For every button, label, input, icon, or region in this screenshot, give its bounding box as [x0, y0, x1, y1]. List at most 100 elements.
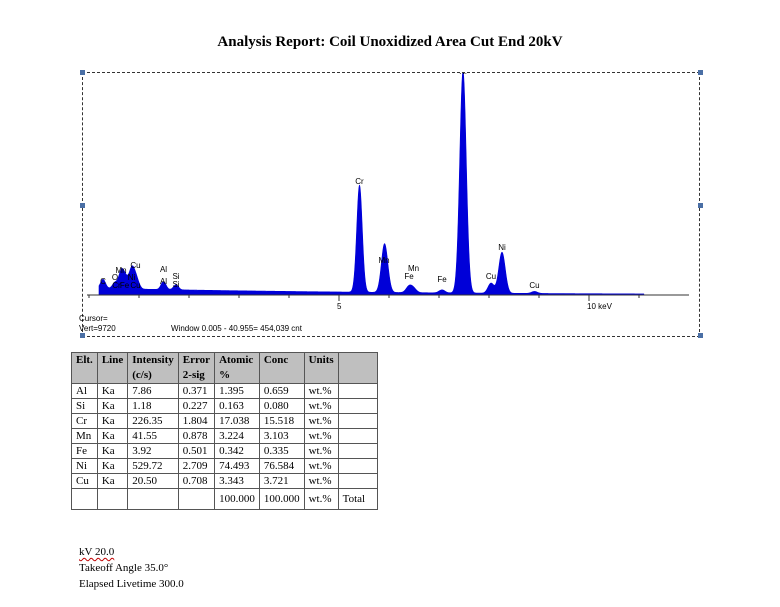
table-cell: 0.659 [258, 383, 305, 399]
table-cell: 226.35 [127, 413, 179, 429]
footer-kv: kV 20.0 [79, 546, 114, 558]
table-total-cell [71, 488, 98, 510]
table-cell [337, 383, 378, 399]
peak-label: Fe [404, 272, 414, 281]
table-total-cell: 100.000 [214, 488, 260, 510]
table-cell: 0.080 [258, 398, 305, 414]
peak-label: Cr [112, 281, 121, 290]
peak-label: Ni [459, 73, 467, 76]
resize-handle-middle-right[interactable] [698, 203, 703, 208]
peak-label: Mn [115, 266, 126, 275]
table-cell: Ka [96, 413, 129, 429]
table-cell: Ka [96, 473, 129, 489]
peak-label: Fe [120, 281, 130, 290]
spectrum-frame[interactable]: 5 10 keV Cu Mn O Ni C Cr Fe Cu Al Si Al Si Cr Mn Mn Fe Fe… [79, 72, 700, 337]
table-cell: 1.18 [127, 398, 179, 414]
table-cell: 3.103 [258, 428, 305, 444]
table-cell [337, 458, 378, 474]
table-cell: 3.92 [127, 443, 179, 459]
table-cell: 0.335 [258, 443, 305, 459]
table-total-cell [127, 488, 179, 510]
resize-handle-top-right[interactable] [698, 70, 703, 75]
vert-readout: Vert=9720 [79, 324, 116, 333]
table-cell: wt.% [303, 458, 339, 474]
table-cell: wt.% [303, 383, 339, 399]
table-header-row: Elt. Line Intensity (c/s) Error 2-sig Atomic% C… [71, 352, 378, 384]
table-row: Cr Ka 226.35 1.804 17.038 15.518 wt.% [71, 413, 378, 429]
table-cell: Cr [71, 413, 98, 429]
x-tick-label: 10 keV [587, 302, 613, 311]
table-cell: Mn [71, 428, 98, 444]
footer-takeoff: Takeoff Angle 35.0° [79, 562, 169, 574]
table-header-cell: Units [303, 352, 339, 384]
table-total-row: 100.000 100.000 wt.% Total [71, 488, 378, 510]
table-cell: 3.224 [214, 428, 260, 444]
table-cell: Ka [96, 398, 129, 414]
report-title: Analysis Report: Coil Unoxidized Area Cu… [217, 34, 563, 50]
table-cell: 1.804 [177, 413, 216, 429]
peak-label: C [100, 277, 106, 286]
table-row: Al Ka 7.86 0.371 1.395 0.659 wt.% [71, 383, 378, 399]
table-row: Fe Ka 3.92 0.501 0.342 0.335 wt.% [71, 443, 378, 459]
table-cell: 0.163 [214, 398, 260, 414]
table-cell: 529.72 [127, 458, 179, 474]
table-total-cell: wt.% [303, 488, 339, 510]
peak-label: Fe [437, 275, 447, 284]
peak-label: Mn [408, 264, 419, 273]
table-cell: 74.493 [214, 458, 260, 474]
table-cell: 7.86 [127, 383, 179, 399]
table-total-cell: 100.000 [258, 488, 305, 510]
table-cell: Ka [96, 383, 129, 399]
table-header-cell: Line [96, 352, 129, 384]
peak-label: Mn [378, 256, 389, 265]
table-cell: Ka [96, 443, 129, 459]
resize-handle-bottom-left[interactable] [80, 333, 85, 338]
table-cell [337, 413, 378, 429]
peak-label: Cu [130, 261, 140, 270]
table-cell: 3.721 [258, 473, 305, 489]
peak-label: Si [172, 272, 179, 281]
table-total-cell: Total [337, 488, 378, 510]
table-header-cell: Intensity (c/s) [127, 352, 179, 384]
x-tick-label: 5 [337, 302, 342, 311]
table-row: Si Ka 1.18 0.227 0.163 0.080 wt.% [71, 398, 378, 414]
table-total-cell [96, 488, 129, 510]
table-cell: 41.55 [127, 428, 179, 444]
peak-label: Cu [486, 272, 496, 281]
table-cell: Si [71, 398, 98, 414]
table-cell: Al [71, 383, 98, 399]
table-cell: wt.% [303, 413, 339, 429]
table-cell: 0.878 [177, 428, 216, 444]
peak-label: Ni [128, 273, 136, 282]
table-header-cell: Atomic% [214, 352, 260, 384]
footer-livetime: Elapsed Livetime 300.0 [79, 578, 184, 590]
table-cell: wt.% [303, 428, 339, 444]
table-row: Ni Ka 529.72 2.709 74.493 76.584 wt.% [71, 458, 378, 474]
table-cell: 17.038 [214, 413, 260, 429]
table-cell [337, 443, 378, 459]
table-cell: Fe [71, 443, 98, 459]
table-header-cell: Elt. [71, 352, 98, 384]
table-cell: Cu [71, 473, 98, 489]
table-cell: 15.518 [258, 413, 305, 429]
resize-handle-bottom-right[interactable] [698, 333, 703, 338]
table-cell: 1.395 [214, 383, 260, 399]
table-cell: 76.584 [258, 458, 305, 474]
table-total-cell [177, 488, 216, 510]
window-readout: Window 0.005 - 40.955= 454,039 cnt [171, 324, 302, 333]
cursor-readout: Cursor= [79, 314, 108, 323]
resize-handle-middle-left[interactable] [80, 203, 85, 208]
table-cell: Ni [71, 458, 98, 474]
table-header-cell: Conc [258, 352, 305, 384]
table-row: Cu Ka 20.50 0.708 3.343 3.721 wt.% [71, 473, 378, 489]
table-cell: Ka [96, 458, 129, 474]
table-cell [337, 473, 378, 489]
table-cell: 2.709 [177, 458, 216, 474]
peak-label: Ni [498, 243, 506, 252]
peak-label: Al [160, 265, 167, 274]
peak-label: Al [160, 277, 167, 286]
table-cell: wt.% [303, 443, 339, 459]
table-cell: 0.501 [177, 443, 216, 459]
resize-handle-top-left[interactable] [80, 70, 85, 75]
